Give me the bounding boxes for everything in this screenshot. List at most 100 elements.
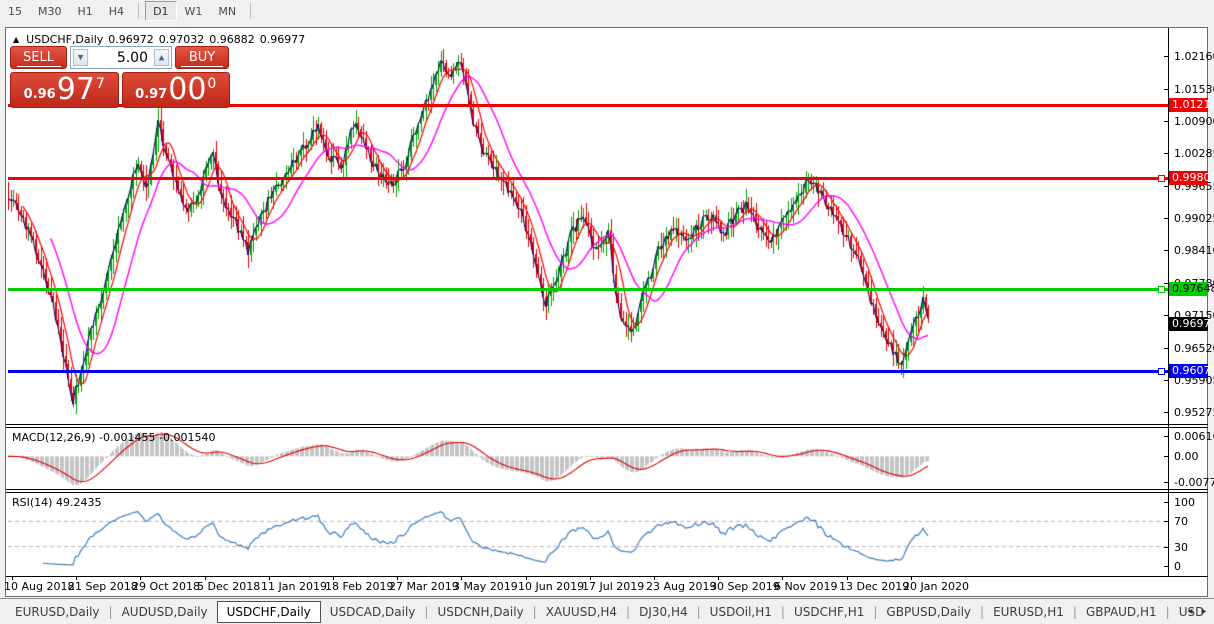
price-axis-tick-label: 0.99025 xyxy=(1174,212,1214,225)
time-axis-tick xyxy=(911,577,912,580)
tab-separator: | xyxy=(626,604,631,619)
tab-eurusd-daily[interactable]: EURUSD,Daily xyxy=(15,604,100,619)
time-axis-tick xyxy=(205,577,206,580)
macd-pane-bottom-border xyxy=(6,489,1208,490)
toolbar-separator xyxy=(138,3,140,19)
price-axis-line xyxy=(1168,28,1169,577)
price-level-line-handle[interactable] xyxy=(1158,286,1165,293)
time-axis-label: 30 Sep 2019 xyxy=(710,580,780,593)
volume-decrease-icon[interactable]: ▼ xyxy=(72,49,89,66)
rsi-pane-top-border xyxy=(6,492,1208,493)
time-axis-label: 6 Nov 2019 xyxy=(774,580,838,593)
tab-usdcad-daily[interactable]: USDCAD,Daily xyxy=(329,604,416,619)
sell-button-label: SELL xyxy=(23,50,54,65)
sell-price-pip: 7 xyxy=(95,76,105,92)
time-axis-label: 27 Mar 2019 xyxy=(389,580,459,593)
one-click-trading-panel: SELL ▼ ▲ BUY 0.96 97 7 0.97 00 0 xyxy=(10,46,230,108)
price-level-line[interactable] xyxy=(8,177,1168,180)
time-axis-label: 11 Jan 2019 xyxy=(261,580,327,593)
price-level-line[interactable] xyxy=(8,370,1168,373)
tab-gbpaud-h1[interactable]: GBPAUD,H1 xyxy=(1085,604,1157,619)
tab-usd[interactable]: USD xyxy=(1178,604,1205,619)
time-axis-label: 17 Jul 2019 xyxy=(582,580,645,593)
macd-axis-tick-label: 0.006166 xyxy=(1174,430,1214,443)
ohlc-low: 0.96882 xyxy=(209,33,255,46)
macd-values: -0.001455 -0.001540 xyxy=(99,431,216,444)
volume-increase-icon[interactable]: ▲ xyxy=(153,49,170,66)
timeframe-button-m30[interactable]: M30 xyxy=(38,4,62,18)
tab-eurusd-h1[interactable]: EURUSD,H1 xyxy=(993,604,1064,619)
tab-separator: | xyxy=(532,604,537,619)
time-axis-tick xyxy=(461,577,462,580)
timeframe-button-15[interactable]: 15 xyxy=(8,4,22,18)
buy-price-prefix: 0.97 xyxy=(135,87,168,102)
price-level-line-handle[interactable] xyxy=(1158,175,1165,182)
collapse-chart-icon[interactable]: ▲ xyxy=(13,35,20,44)
volume-input[interactable] xyxy=(90,47,152,68)
tab-dj30-h4[interactable]: DJ30,H4 xyxy=(639,604,688,619)
timeframe-button-d1[interactable]: D1 xyxy=(145,1,177,21)
macd-axis-tick xyxy=(1164,456,1168,457)
rsi-axis-tick xyxy=(1164,502,1168,503)
macd-name: MACD(12,26,9) xyxy=(12,431,96,444)
tab-usdchf-h1[interactable]: USDCHF,H1 xyxy=(793,604,865,619)
tab-separator: | xyxy=(980,604,985,619)
tab-usdoil-h1[interactable]: USDOil,H1 xyxy=(709,604,772,619)
rsi-axis-tick-label: 100 xyxy=(1174,496,1195,509)
price-level-line[interactable] xyxy=(8,288,1168,291)
main-pane-bottom-border xyxy=(6,424,1208,425)
price-level-label: 1.01211 xyxy=(1169,98,1214,112)
time-axis-tick xyxy=(847,577,848,580)
macd-axis-tick xyxy=(1164,436,1168,437)
rsi-indicator-canvas[interactable] xyxy=(8,493,1168,575)
tab-separator: | xyxy=(424,604,429,619)
time-axis-label: 10 Jun 2019 xyxy=(518,580,585,593)
rsi-axis-tick xyxy=(1164,521,1168,522)
price-axis-tick xyxy=(1164,186,1168,187)
tab-usdchf-daily[interactable]: USDCHF,Daily xyxy=(216,600,321,623)
time-axis-label: 18 Feb 2019 xyxy=(325,580,394,593)
macd-axis-tick-label: 0.00 xyxy=(1174,450,1199,463)
price-axis-tick-label: 1.02160 xyxy=(1174,50,1214,63)
sell-price-big: 97 xyxy=(56,72,95,107)
tab-separator: | xyxy=(1072,604,1077,619)
timeframe-button-w1[interactable]: W1 xyxy=(184,4,203,18)
time-axis-tick xyxy=(718,577,719,580)
toolbar-separator xyxy=(250,3,252,19)
tab-usdcnh-daily[interactable]: USDCNH,Daily xyxy=(437,604,524,619)
tab-xauusd-h4[interactable]: XAUUSD,H4 xyxy=(545,604,618,619)
rsi-axis-tick-label: 30 xyxy=(1174,541,1188,554)
tabs-scroll-left-icon[interactable]: ◂ xyxy=(1187,605,1193,617)
symbol-tab-bar: EURUSD,Daily | AUDUSD,Daily USDCHF,Daily USD… xyxy=(0,598,1214,624)
timeframe-button-h1[interactable]: H1 xyxy=(77,4,93,18)
tab-audusd-daily[interactable]: AUDUSD,Daily xyxy=(121,604,208,619)
buy-button[interactable]: BUY xyxy=(175,46,229,69)
time-axis-label: 5 Dec 2018 xyxy=(197,580,261,593)
tabs-scroll-right-icon[interactable]: ▸ xyxy=(1201,605,1207,617)
price-level-label: 0.96073 xyxy=(1169,364,1214,378)
time-axis-label: 21 Sep 2018 xyxy=(68,580,138,593)
price-axis-tick-label: 1.01530 xyxy=(1174,83,1214,96)
price-level-line-handle[interactable] xyxy=(1158,368,1165,375)
sell-price-quote[interactable]: 0.96 97 7 xyxy=(10,72,119,108)
macd-pane-top-border xyxy=(6,427,1208,428)
time-axis-label: 3 May 2019 xyxy=(453,580,518,593)
timeframe-button-mn[interactable]: MN xyxy=(218,4,237,18)
time-axis-tick xyxy=(397,577,398,580)
sell-price-prefix: 0.96 xyxy=(23,87,56,102)
price-level-line[interactable] xyxy=(8,104,1168,107)
tab-separator: | xyxy=(780,604,785,619)
current-price-label: 0.96977 xyxy=(1169,317,1214,331)
price-axis-tick xyxy=(1164,56,1168,57)
timeframe-toolbar: 15 M30 H1 H4 D1 W1 MN xyxy=(0,0,1214,22)
sell-button[interactable]: SELL xyxy=(10,46,67,69)
tab-separator: | xyxy=(108,604,113,619)
timeframe-button-h4[interactable]: H4 xyxy=(108,4,125,18)
macd-indicator-canvas[interactable] xyxy=(8,428,1168,488)
price-axis-tick-label: 0.95275 xyxy=(1174,406,1214,419)
price-axis-tick xyxy=(1164,315,1168,316)
tab-gbpusd-daily[interactable]: GBPUSD,Daily xyxy=(886,604,972,619)
buy-price-quote[interactable]: 0.97 00 0 xyxy=(121,72,230,108)
